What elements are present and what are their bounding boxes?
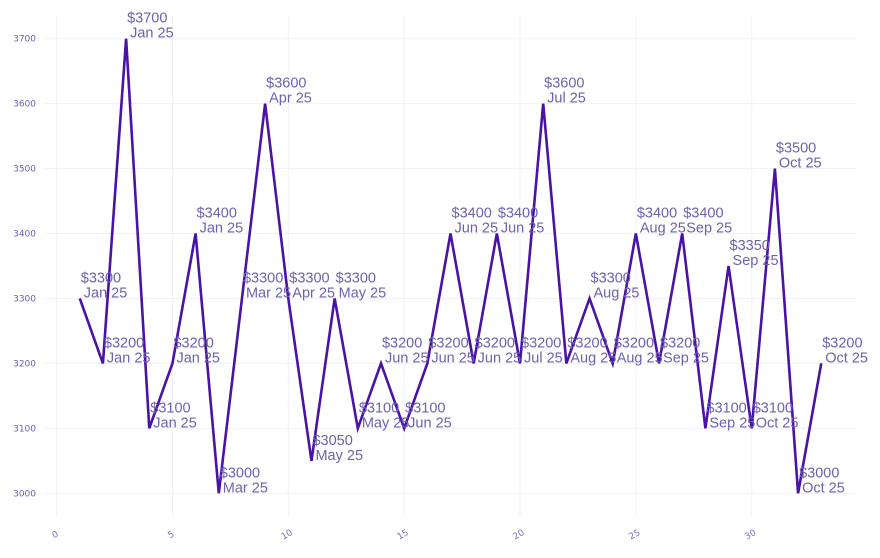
- data-label: $3300 Mar 25: [243, 270, 291, 301]
- y-tick-label: 3200: [13, 359, 36, 369]
- data-label: $3200 Jun 25: [475, 335, 522, 366]
- data-label: $3100 May 25: [359, 400, 410, 431]
- data-label: $3200 Oct 25: [822, 335, 868, 366]
- data-label: $3200 Aug 25: [614, 335, 663, 366]
- data-label: $3200 Aug 25: [567, 335, 616, 366]
- data-label: $3300 Aug 25: [591, 270, 640, 301]
- data-label: $3200 Jul 25: [521, 335, 563, 366]
- y-tick-label: 3500: [13, 165, 36, 175]
- x-tick-label: 25: [627, 528, 642, 542]
- data-label: $3100 Jan 25: [150, 400, 197, 431]
- x-tick-label: 15: [396, 528, 411, 542]
- data-label: $3200 Jan 25: [104, 335, 151, 366]
- y-tick-label: 3300: [13, 294, 36, 304]
- data-label: $3000 Mar 25: [220, 465, 268, 496]
- x-tick-label: 30: [743, 528, 758, 543]
- data-label: $3300 Jan 25: [81, 270, 128, 301]
- data-label: $3400 Aug 25: [637, 206, 686, 237]
- x-tick-label: 5: [166, 530, 176, 542]
- x-tick-label: 10: [280, 528, 295, 543]
- data-label: $3700 Jan 25: [127, 11, 174, 42]
- data-label: $3200 Jun 25: [382, 335, 429, 366]
- data-label: $3050 May 25: [312, 433, 363, 464]
- y-tick-label: 3700: [13, 35, 36, 45]
- x-tick-label: 20: [512, 528, 527, 543]
- data-label: $3200 Sep 25: [660, 335, 709, 366]
- y-tick-label: 3000: [13, 489, 36, 499]
- data-label: $3400 Jun 25: [452, 206, 499, 237]
- data-label: $3600 Jul 25: [544, 76, 586, 107]
- data-label: $3100 Jun 25: [405, 400, 452, 431]
- data-label: $3400 Jun 25: [498, 206, 545, 237]
- data-label: $3100 Sep 25: [706, 400, 755, 431]
- series: [78, 38, 823, 494]
- y-tick-label: 3100: [13, 424, 36, 434]
- series-line: [78, 38, 823, 494]
- y-tick-label: 3400: [13, 230, 36, 240]
- data-labels: $3300 Jan 25 $3200 Jan 25 $3700 Jan 25 $3100 Ja…: [81, 11, 868, 497]
- x-tick-label: 0: [51, 529, 61, 541]
- data-label: $3350 Sep 25: [730, 238, 779, 269]
- data-label: $3300 Apr 25: [289, 270, 335, 301]
- data-label: $3600 Apr 25: [266, 76, 312, 107]
- axis-ticks: 3000 3100 3200 3300 3400 3500 3600 3700 0 5 10 15 20…: [13, 35, 758, 543]
- data-label: $3100 Oct 25: [753, 400, 799, 431]
- data-label: $3000 Oct 25: [799, 465, 845, 496]
- data-label: $3500 Oct 25: [776, 141, 822, 172]
- data-label: $3400 Jan 25: [197, 206, 244, 237]
- y-tick-label: 3600: [13, 100, 36, 110]
- data-label: $3400 Sep 25: [683, 206, 732, 237]
- data-label: $3300 May 25: [336, 270, 387, 301]
- data-label: $3200 Jan 25: [173, 335, 220, 366]
- data-label: $3200 Jun 25: [428, 335, 475, 366]
